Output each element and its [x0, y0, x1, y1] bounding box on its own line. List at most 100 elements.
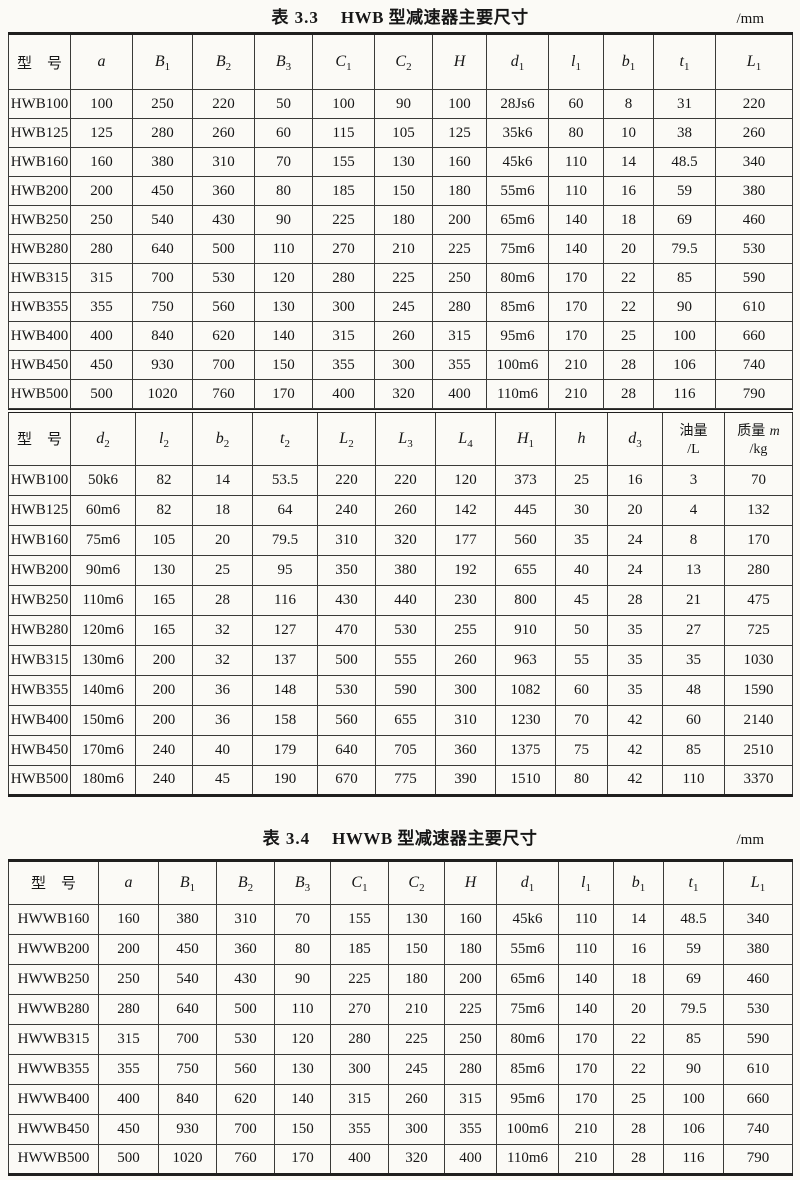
data-cell: 315 — [330, 1083, 389, 1115]
data-cell: 35 — [662, 644, 725, 676]
data-cell: 310 — [192, 147, 255, 177]
data-cell: 53.5 — [252, 464, 318, 496]
model-cell: HWB250 — [8, 205, 71, 235]
data-cell: 95 — [252, 554, 318, 586]
data-cell: 700 — [158, 1023, 217, 1055]
data-cell: 35 — [555, 524, 608, 556]
data-cell: 130 — [135, 554, 193, 586]
data-cell: 260 — [375, 494, 436, 526]
data-cell: 24 — [607, 524, 663, 556]
header-variable: H — [453, 53, 466, 70]
header-cell: C2 — [388, 859, 445, 905]
data-cell: 540 — [158, 963, 217, 995]
data-cell: 450 — [132, 176, 193, 206]
table33-caption-title: HWB 型减速器主要尺寸 — [340, 8, 529, 27]
header-text: 1 — [575, 61, 581, 74]
data-cell: 320 — [375, 524, 436, 556]
data-cell: 20 — [192, 524, 253, 556]
header-variable: d — [510, 53, 519, 70]
data-cell: 192 — [435, 554, 496, 586]
table33-caption-label: 表 3.3 — [271, 8, 319, 27]
header-cell: 质量 m/kg — [724, 410, 793, 466]
data-cell: 142 — [435, 494, 496, 526]
data-cell: 1590 — [724, 674, 793, 706]
data-cell: 460 — [723, 963, 793, 995]
data-cell: 180 — [444, 933, 497, 965]
header-text: 3 — [304, 881, 311, 894]
header-cell: t1 — [653, 33, 716, 90]
data-cell: 79.5 — [653, 234, 716, 264]
data-cell: 210 — [558, 1113, 614, 1145]
header-cell: b2 — [192, 410, 253, 466]
header-variable: b — [621, 53, 630, 70]
data-cell: 530 — [375, 614, 436, 646]
data-cell: 300 — [330, 1053, 389, 1085]
data-cell: 360 — [192, 176, 255, 206]
data-cell: 210 — [558, 1143, 614, 1175]
data-cell: 110m6 — [496, 1143, 559, 1175]
table-row: HWWB315 315 700 530 120 280 225 250 80m6 170 22 85 5… — [8, 1023, 793, 1055]
data-cell: 165 — [135, 614, 193, 646]
data-cell: 315 — [70, 263, 133, 293]
data-cell: 700 — [216, 1113, 275, 1145]
data-cell: 45 — [192, 764, 253, 796]
data-cell: 85 — [663, 1023, 724, 1055]
data-cell: 80 — [555, 764, 608, 796]
data-cell: 30 — [555, 494, 608, 526]
table-row: HWB250 110m6 165 28 116 430 440 230 800 45 28 21 475 — [8, 584, 793, 616]
header-text: 2 — [225, 61, 232, 74]
data-cell: 380 — [723, 933, 793, 965]
header-text: 1 — [629, 61, 636, 74]
header-cell: B2 — [216, 859, 275, 905]
header-variable: t — [688, 873, 693, 891]
data-cell: 28 — [603, 379, 654, 409]
data-cell: 60 — [254, 118, 313, 148]
data-cell: 300 — [388, 1113, 445, 1145]
header-text: 1 — [346, 61, 352, 74]
data-cell: 100 — [70, 89, 133, 119]
data-cell: 450 — [70, 350, 133, 380]
header-text: 1 — [362, 881, 368, 894]
data-cell: 150 — [374, 176, 433, 206]
data-cell: 155 — [330, 903, 389, 935]
data-cell: 85 — [653, 263, 716, 293]
data-cell: 48 — [662, 674, 725, 706]
data-cell: 1230 — [495, 704, 556, 736]
model-cell: HWB280 — [8, 614, 71, 646]
data-cell: 250 — [432, 263, 487, 293]
data-cell: 130m6 — [70, 644, 136, 676]
data-cell: 100 — [312, 89, 375, 119]
data-cell: 225 — [330, 963, 389, 995]
data-cell: 32 — [192, 614, 253, 646]
model-cell: HWB200 — [8, 176, 71, 206]
data-cell: 100m6 — [496, 1113, 559, 1145]
model-cell: HWB200 — [8, 554, 71, 586]
data-cell: 158 — [252, 704, 318, 736]
data-cell: 530 — [317, 674, 376, 706]
header-cell: a — [70, 33, 133, 90]
header-variable: B — [179, 873, 190, 891]
header-text: 1 — [518, 61, 525, 74]
model-cell: HWB500 — [8, 764, 71, 796]
data-cell: 320 — [388, 1143, 445, 1175]
data-cell: 22 — [603, 292, 654, 322]
table34-caption-label: 表 3.4 — [262, 828, 311, 848]
header-cell: t2 — [252, 410, 318, 466]
data-cell: 42 — [607, 764, 663, 796]
header-cell: 型 号 — [8, 859, 99, 905]
data-cell: 840 — [132, 321, 193, 351]
data-cell: 560 — [495, 524, 556, 556]
data-cell: 140 — [548, 234, 604, 264]
table-row: HWB450 170m6 240 40 179 640 705 360 1375 75 42 85 25… — [8, 734, 793, 766]
data-cell: 110 — [254, 234, 313, 264]
header-variable: L — [746, 53, 756, 70]
header-variable: b — [215, 429, 224, 447]
data-cell: 36 — [192, 704, 253, 736]
data-cell: 18 — [603, 205, 654, 235]
data-cell: 82 — [135, 464, 193, 496]
data-cell: 40 — [555, 554, 608, 586]
data-cell: 70 — [274, 903, 331, 935]
table-row: HWB500 500 1020 760 170 400 320 400 110m6 210 28 11… — [8, 379, 793, 409]
